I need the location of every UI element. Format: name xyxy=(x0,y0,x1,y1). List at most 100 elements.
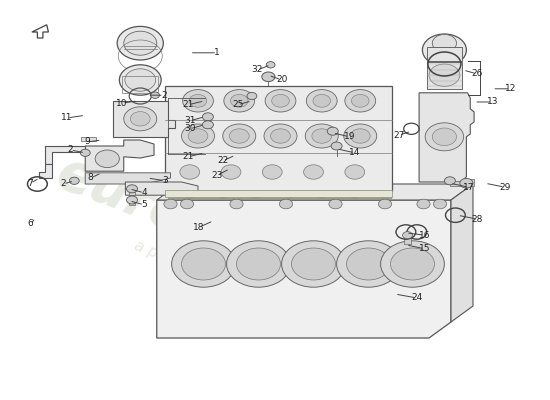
Circle shape xyxy=(230,94,248,107)
Circle shape xyxy=(403,232,412,239)
Text: euroParts: euroParts xyxy=(49,146,336,302)
Circle shape xyxy=(305,124,338,148)
Text: 5: 5 xyxy=(141,200,147,209)
Circle shape xyxy=(432,128,456,146)
Circle shape xyxy=(306,90,337,112)
Circle shape xyxy=(271,129,290,143)
Text: 27: 27 xyxy=(393,131,404,140)
Circle shape xyxy=(378,199,392,209)
Text: 11: 11 xyxy=(62,114,73,122)
Circle shape xyxy=(460,178,473,188)
Circle shape xyxy=(346,248,390,280)
Text: 29: 29 xyxy=(499,183,510,192)
Text: 23: 23 xyxy=(212,171,223,180)
Circle shape xyxy=(417,199,430,209)
Circle shape xyxy=(262,165,282,179)
Circle shape xyxy=(433,199,447,209)
Text: 12: 12 xyxy=(505,84,516,93)
Circle shape xyxy=(126,196,138,204)
Circle shape xyxy=(124,107,157,131)
Circle shape xyxy=(250,190,261,198)
Circle shape xyxy=(329,199,342,209)
Circle shape xyxy=(202,113,213,121)
Polygon shape xyxy=(157,200,451,338)
Circle shape xyxy=(425,123,464,151)
Circle shape xyxy=(345,165,365,179)
Circle shape xyxy=(429,64,460,86)
Polygon shape xyxy=(129,189,135,195)
Circle shape xyxy=(164,199,177,209)
Circle shape xyxy=(265,90,296,112)
Text: 7: 7 xyxy=(28,179,33,188)
Circle shape xyxy=(124,31,157,55)
Text: 8: 8 xyxy=(88,174,94,182)
Circle shape xyxy=(262,72,275,82)
Circle shape xyxy=(95,150,119,168)
Circle shape xyxy=(444,177,455,185)
Polygon shape xyxy=(450,181,462,186)
Circle shape xyxy=(119,65,161,95)
Circle shape xyxy=(202,121,213,129)
Polygon shape xyxy=(165,86,392,191)
Bar xyxy=(122,76,158,93)
Text: a passion for excellence: a passion for excellence xyxy=(131,238,309,322)
Polygon shape xyxy=(125,182,198,195)
Bar xyxy=(427,62,462,89)
Text: 31: 31 xyxy=(184,116,195,125)
Text: 2: 2 xyxy=(60,180,66,188)
Text: 21: 21 xyxy=(183,100,194,109)
Circle shape xyxy=(180,165,200,179)
Circle shape xyxy=(312,129,332,143)
Circle shape xyxy=(184,190,195,198)
Text: 4: 4 xyxy=(141,188,147,197)
Circle shape xyxy=(349,190,360,198)
Text: 15: 15 xyxy=(419,244,430,253)
Text: 20: 20 xyxy=(276,76,287,84)
Polygon shape xyxy=(129,200,135,205)
Text: 2: 2 xyxy=(161,91,167,100)
Polygon shape xyxy=(404,237,411,244)
Circle shape xyxy=(117,26,163,60)
Text: 19: 19 xyxy=(344,132,355,141)
Text: 1: 1 xyxy=(214,48,220,57)
Polygon shape xyxy=(85,173,170,184)
Circle shape xyxy=(183,90,213,112)
Text: 2: 2 xyxy=(68,146,73,154)
Circle shape xyxy=(282,241,345,287)
Circle shape xyxy=(432,34,456,52)
Circle shape xyxy=(331,142,342,150)
Circle shape xyxy=(224,90,255,112)
Circle shape xyxy=(279,199,293,209)
Circle shape xyxy=(221,165,241,179)
Circle shape xyxy=(272,94,289,107)
Circle shape xyxy=(217,190,228,198)
Circle shape xyxy=(130,112,150,126)
Circle shape xyxy=(344,124,377,148)
Text: 24: 24 xyxy=(411,294,422,302)
Polygon shape xyxy=(32,25,48,38)
Text: 32: 32 xyxy=(252,66,263,74)
Circle shape xyxy=(227,241,290,287)
Text: 22: 22 xyxy=(217,156,228,165)
Circle shape xyxy=(316,190,327,198)
Circle shape xyxy=(247,92,257,100)
Polygon shape xyxy=(419,93,474,182)
Circle shape xyxy=(264,124,297,148)
Text: 30: 30 xyxy=(184,124,195,133)
Circle shape xyxy=(283,190,294,198)
Text: 17: 17 xyxy=(463,183,474,192)
Text: 3: 3 xyxy=(162,176,168,185)
Polygon shape xyxy=(157,184,473,200)
Circle shape xyxy=(182,248,225,280)
Circle shape xyxy=(172,241,235,287)
Text: 14: 14 xyxy=(349,148,360,157)
Circle shape xyxy=(180,199,194,209)
Text: 18: 18 xyxy=(194,223,205,232)
Circle shape xyxy=(379,190,390,198)
Circle shape xyxy=(350,129,370,143)
Text: 6: 6 xyxy=(28,220,33,228)
Circle shape xyxy=(381,241,444,287)
Bar xyxy=(165,190,392,197)
Text: 16: 16 xyxy=(419,231,430,240)
Circle shape xyxy=(223,124,256,148)
